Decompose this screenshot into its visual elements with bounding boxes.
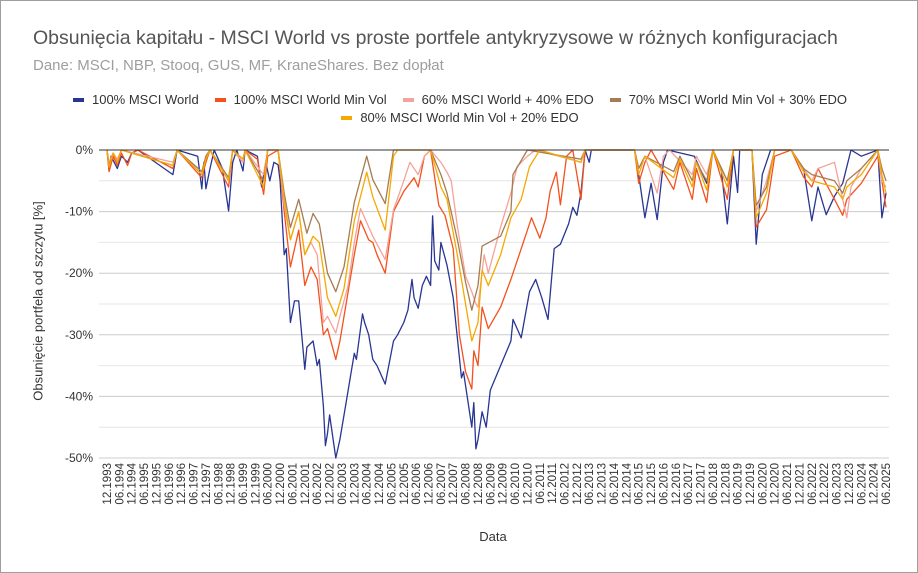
legend-label: 100% MSCI World Min Vol [233,92,387,107]
x-tick-label: 12.1993 [102,463,114,505]
x-tick-label: 06.1998 [213,463,225,505]
x-tick-label: 12.1998 [226,463,238,505]
x-tick-label: 12.2005 [399,463,411,505]
legend-item-70-30[interactable]: 70% MSCI World Min Vol + 30% EDO [609,92,848,107]
series-line-1 [106,149,887,390]
chart-title: Obsunięcia kapitału - MSCI World vs pros… [33,27,838,49]
legend-label: 80% MSCI World Min Vol + 20% EDO [360,110,579,125]
x-tick-label: 12.1994 [127,462,139,504]
y-axis-label: Obsunięcie portfela od szczytu [%] [30,201,46,401]
x-tick-label: 06.1997 [189,463,201,505]
legend-swatch [402,97,414,102]
x-tick-label: 12.2000 [275,463,287,505]
x-tick-label: 12.2002 [325,463,337,505]
x-tick-label: 06.2007 [436,463,448,505]
x-tick-label: 12.2014 [621,462,633,504]
legend-item-60-40[interactable]: 60% MSCI World + 40% EDO [402,92,594,107]
legend-item-80-20[interactable]: 80% MSCI World Min Vol + 20% EDO [341,110,579,125]
x-tick-label: 06.2000 [263,463,275,505]
y-tick-label: -40% [65,389,93,403]
x-tick-label: 06.2017 [683,463,695,505]
x-tick-label: 06.2022 [807,463,819,505]
x-tick-label: 06.1999 [238,463,250,505]
x-tick-label: 12.2009 [498,463,510,505]
x-tick-label: 12.2024 [869,462,881,504]
legend-label: 100% MSCI World [91,92,199,107]
legend-swatch [609,97,621,102]
x-tick-label: 12.2019 [745,463,757,505]
x-tick-label: 12.2021 [794,463,806,505]
x-tick-label: 12.2008 [473,463,485,505]
x-tick-label: 06.2021 [782,463,794,505]
x-tick-label: 06.2012 [560,463,572,505]
legend-swatch [72,97,84,102]
y-tick-label: -50% [65,451,93,465]
x-tick-label: 06.2014 [609,462,621,504]
x-tick-label: 06.2008 [461,463,473,505]
x-tick-label: 12.2010 [522,463,534,505]
x-tick-label: 12.2017 [696,463,708,505]
x-tick-label: 06.2018 [708,463,720,505]
x-tick-label: 06.2013 [584,463,596,505]
x-tick-label: 06.2016 [658,463,670,505]
x-tick-label: 12.2020 [770,463,782,505]
y-tick-label: 0% [76,143,94,157]
x-tick-label: 06.2009 [485,463,497,505]
y-tick-label: -10% [65,205,93,219]
x-tick-label: 12.2016 [671,463,683,505]
x-tick-label: 12.1997 [201,463,213,505]
x-tick-label: 06.1994 [114,462,126,504]
x-tick-label: 12.2011 [547,463,559,504]
x-tick-label: 12.2023 [844,463,856,505]
series-line-4 [106,149,887,342]
legend-label: 70% MSCI World Min Vol + 30% EDO [628,92,848,107]
x-tick-label: 06.2011 [535,463,547,504]
x-tick-label: 06.2002 [312,463,324,505]
x-tick-label: 12.2003 [349,463,361,505]
x-tick-label: 06.2025 [881,463,893,505]
x-tick-label: 12.2015 [646,463,658,505]
legend-item-msci-world[interactable]: 100% MSCI World [72,92,199,107]
x-tick-label: 06.2020 [757,463,769,505]
legend-item-min-vol[interactable]: 100% MSCI World Min Vol [214,92,387,107]
x-tick-label: 06.2004 [362,462,374,504]
legend-swatch [214,97,226,102]
x-tick-label: 06.2015 [634,463,646,505]
x-tick-label: 12.1996 [176,463,188,505]
x-tick-label: 06.2023 [832,463,844,505]
x-tick-label: 12.2007 [448,463,460,505]
y-tick-label: -20% [65,266,93,280]
x-tick-label: 06.1995 [139,463,151,505]
x-tick-label: 12.2013 [597,463,609,505]
x-tick-label: 06.2003 [337,463,349,505]
x-tick-label: 06.2001 [287,463,299,505]
x-tick-label: 12.2022 [819,463,831,505]
x-tick-label: 12.1995 [151,463,163,505]
x-tick-label: 06.2006 [411,463,423,505]
y-tick-label: -30% [65,328,93,342]
x-tick-label: 06.2005 [386,463,398,505]
x-tick-label: 06.1996 [164,463,176,505]
legend-label: 60% MSCI World + 40% EDO [421,92,594,107]
legend: 100% MSCI World 100% MSCI World Min Vol … [1,92,917,125]
x-tick-label: 06.2019 [733,463,745,505]
x-tick-label: 12.2004 [374,462,386,504]
x-tick-label: 12.1999 [250,463,262,505]
x-tick-label: 12.2012 [572,463,584,505]
legend-swatch [341,115,353,120]
x-tick-label: 06.2024 [856,462,868,504]
x-tick-label: 12.2001 [300,463,312,505]
x-axis-label: Data [479,529,507,544]
x-tick-label: 06.2010 [510,463,522,505]
x-tick-label: 12.2018 [720,463,732,505]
chart-subtitle: Dane: MSCI, NBP, Stooq, GUS, MF, KraneSh… [33,57,444,74]
x-tick-label: 12.2006 [423,463,435,505]
